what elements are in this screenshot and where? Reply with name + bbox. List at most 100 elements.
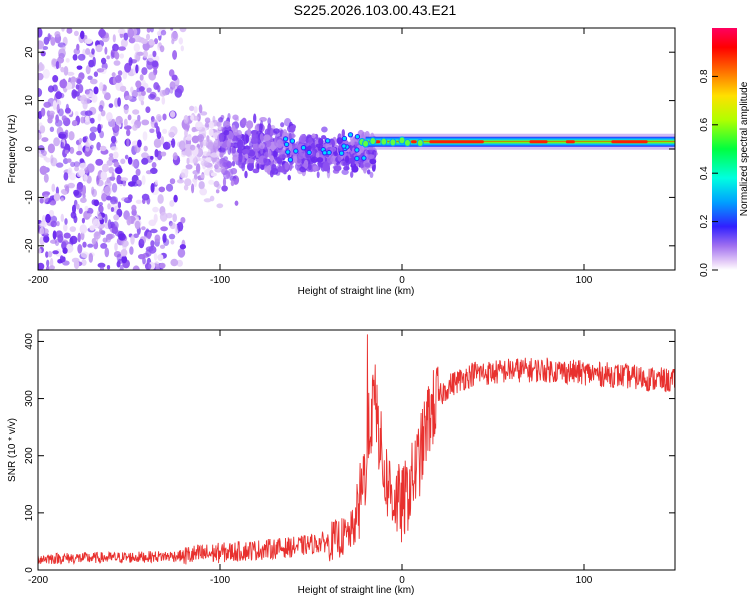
noise-speck: [192, 157, 199, 164]
noise-speck: [366, 154, 375, 160]
noise-speck: [141, 175, 146, 186]
noise-speck: [159, 211, 168, 222]
noise-speck: [70, 211, 77, 219]
noise-speck: [62, 247, 68, 254]
noise-speck: [185, 136, 193, 141]
x-tick-label: -200: [28, 275, 48, 286]
noise-speck: [47, 85, 55, 93]
noise-speck: [81, 259, 87, 266]
noise-speck: [77, 232, 81, 243]
noise-speck: [178, 140, 186, 151]
noise-speck: [137, 139, 142, 148]
noise-speck: [252, 144, 261, 152]
x-tick-label: -100: [210, 275, 230, 286]
tone-bead: [389, 138, 397, 147]
noise-speck: [92, 56, 96, 67]
noise-speck: [162, 113, 167, 121]
transition-blob: [293, 148, 299, 154]
noise-speck: [115, 167, 123, 175]
noise-speck: [99, 145, 107, 152]
noise-speck: [106, 233, 113, 240]
tone-bead: [380, 137, 388, 146]
noise-speck: [180, 45, 184, 52]
noise-speck: [152, 206, 159, 213]
tone-bead: [369, 137, 377, 146]
noise-speck: [51, 183, 56, 192]
noise-speck: [70, 161, 76, 167]
noise-speck: [73, 260, 80, 269]
noise-speck: [141, 90, 146, 96]
noise-speck: [100, 243, 108, 249]
noise-speck: [104, 92, 111, 101]
noise-speck: [128, 37, 136, 44]
noise-speck: [86, 213, 92, 218]
noise-speck: [76, 150, 83, 156]
noise-speck: [80, 116, 86, 124]
noise-speck: [83, 35, 88, 39]
noise-speck: [80, 30, 85, 40]
noise-speck: [78, 137, 83, 144]
noise-speck: [97, 113, 102, 122]
noise-speck: [299, 134, 307, 143]
noise-speck: [119, 53, 125, 59]
noise-speck: [252, 168, 260, 174]
noise-speck: [184, 128, 188, 138]
noise-speck: [160, 29, 167, 36]
noise-speck: [123, 118, 128, 127]
y-tick-label: 10: [24, 95, 35, 107]
noise-speck: [132, 124, 138, 131]
noise-speck: [58, 133, 67, 139]
noise-speck: [95, 158, 104, 166]
noise-speck: [247, 158, 255, 164]
noise-speck: [369, 171, 374, 178]
noise-speck: [280, 122, 285, 128]
noise-speck: [38, 149, 42, 157]
noise-speck: [38, 132, 42, 141]
noise-speck: [200, 111, 208, 116]
noise-speck: [266, 127, 274, 137]
noise-speck: [66, 28, 73, 34]
noise-speck: [77, 244, 83, 254]
noise-speck: [111, 118, 116, 128]
noise-speck: [113, 161, 120, 168]
noise-speck: [71, 89, 77, 99]
noise-speck: [136, 179, 141, 185]
noise-speck: [96, 179, 104, 187]
noise-speck: [321, 126, 328, 133]
noise-speck: [111, 172, 115, 182]
noise-speck: [177, 221, 184, 232]
noise-speck: [120, 158, 126, 165]
noise-speck: [352, 147, 355, 154]
noise-speck: [53, 137, 60, 147]
noise-speck: [80, 197, 87, 203]
noise-speck: [64, 218, 68, 225]
noise-speck: [120, 249, 128, 257]
noise-speck: [227, 145, 232, 155]
noise-speck: [49, 265, 55, 270]
noise-speck: [221, 185, 228, 192]
noise-speck: [107, 203, 111, 210]
noise-speck: [350, 155, 356, 164]
noise-speck: [149, 128, 155, 134]
noise-speck: [259, 117, 267, 122]
noise-speck: [108, 153, 114, 158]
noise-speck: [98, 29, 106, 38]
noise-speck: [272, 128, 280, 134]
noise-speck: [99, 266, 105, 270]
noise-speck: [213, 140, 218, 147]
noise-speck: [153, 82, 160, 90]
noise-speck: [82, 136, 87, 143]
spectrogram-x-label: Height of straight line (km): [298, 286, 415, 297]
noise-speck: [69, 146, 75, 154]
noise-speck: [162, 141, 171, 150]
noise-speck: [150, 240, 155, 248]
noise-speck: [82, 241, 87, 248]
noise-speck: [154, 234, 161, 243]
noise-speck: [112, 221, 119, 230]
noise-speck: [135, 199, 142, 204]
noise-speck: [116, 174, 122, 185]
noise-speck: [237, 139, 244, 149]
noise-speck: [178, 37, 183, 45]
noise-speck: [112, 43, 119, 52]
noise-speck: [54, 238, 60, 247]
